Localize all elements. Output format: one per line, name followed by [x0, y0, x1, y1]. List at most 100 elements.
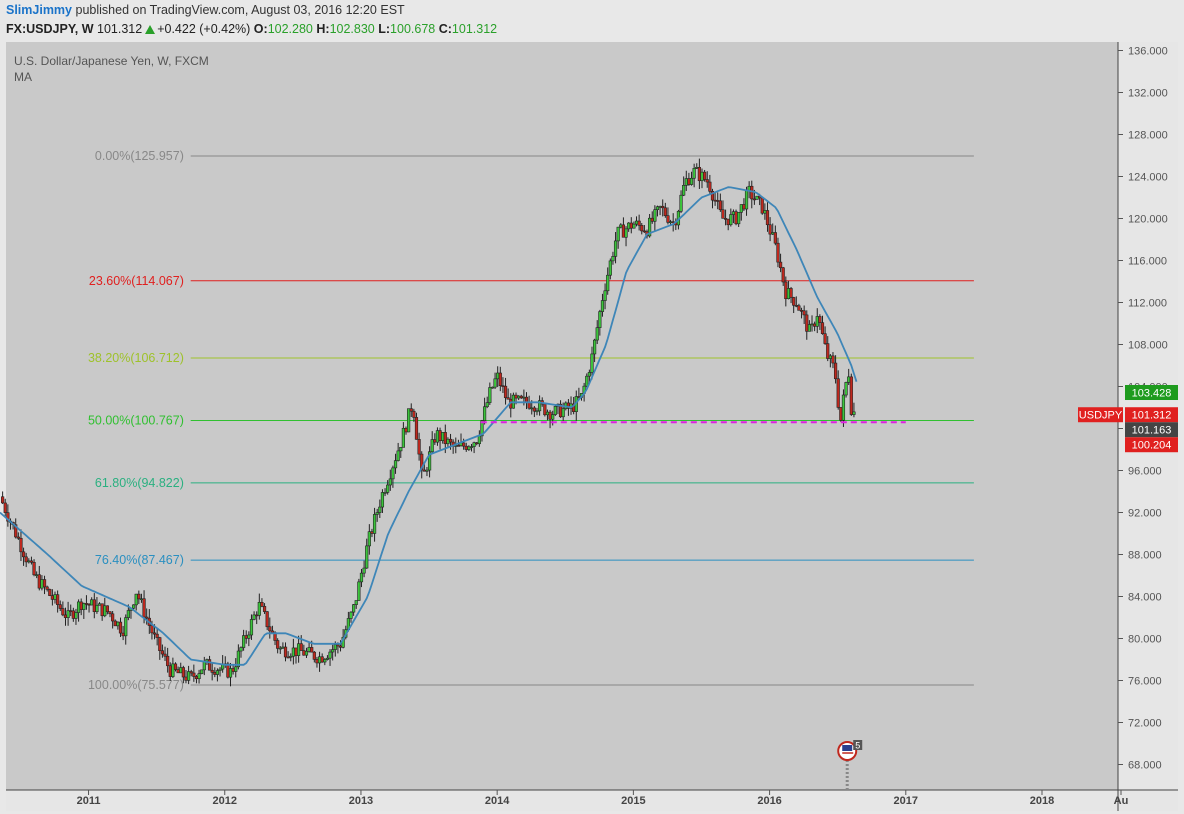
price-tick-label: 108.000: [1128, 340, 1168, 352]
price-label-text: 101.163: [1132, 425, 1172, 437]
author-link[interactable]: SlimJimmy: [6, 3, 73, 17]
price-tick-label: 124.000: [1128, 172, 1168, 184]
candle-body: [289, 655, 293, 658]
candle-body: [477, 435, 481, 445]
candle-body: [687, 178, 691, 185]
candle-body: [171, 663, 175, 677]
open-value: 102.280: [267, 22, 313, 36]
candle-body: [637, 220, 641, 226]
candle-body: [150, 625, 154, 634]
candle-body: [506, 397, 510, 400]
event-marker[interactable]: 5: [837, 740, 863, 790]
time-tick-label: Au: [1114, 795, 1129, 807]
candle-body: [425, 469, 429, 472]
candle-body: [100, 603, 104, 617]
candle-body: [634, 220, 639, 225]
candle-body: [126, 610, 130, 618]
price-chart[interactable]: U.S. Dollar/Japanese Yen, W, FXCM MA 0.0…: [0, 42, 1184, 814]
price-change: +0.422 (+0.42%): [157, 22, 251, 36]
candle-body: [496, 372, 500, 380]
candle-body: [315, 659, 319, 664]
candle-body: [750, 185, 754, 200]
candle-body: [739, 204, 743, 213]
candle-body: [813, 323, 817, 327]
candle-body: [58, 604, 62, 609]
candle-body: [427, 451, 432, 471]
candle-body: [103, 605, 107, 617]
candle-body: [773, 232, 777, 244]
candle-body: [276, 640, 280, 649]
candle-body: [265, 611, 269, 628]
candle-body: [278, 647, 282, 650]
candle-body: [480, 420, 484, 437]
candle-body: [501, 385, 505, 388]
candle-body: [448, 438, 453, 443]
candle-body: [268, 626, 272, 632]
candle-body: [548, 411, 552, 420]
time-tick-label: 2012: [213, 795, 237, 807]
price-tick-label: 112.000: [1128, 298, 1167, 310]
candle-body: [116, 621, 120, 627]
candle-body: [6, 512, 10, 522]
candle-body: [794, 304, 798, 307]
candle-body: [847, 376, 851, 383]
candle-body: [503, 385, 508, 399]
candle-body: [807, 324, 811, 332]
candle-body: [430, 439, 434, 453]
candle-body: [45, 586, 49, 590]
candle-body: [124, 617, 128, 637]
candle-body: [849, 376, 853, 415]
candle-body: [778, 261, 783, 269]
candle-body: [231, 668, 235, 672]
candle-body: [383, 492, 387, 494]
candle-body: [700, 171, 704, 182]
candle-body: [705, 179, 709, 183]
time-axis[interactable]: [6, 790, 1118, 811]
candle-body: [852, 411, 856, 415]
candle-body: [37, 574, 41, 589]
candle-body: [726, 218, 730, 226]
time-tick-label: 2013: [349, 795, 373, 807]
candle-body: [210, 669, 214, 673]
candle-body: [66, 610, 70, 618]
candle-body: [810, 323, 814, 326]
candle-body: [294, 647, 298, 656]
candle-body: [456, 445, 460, 447]
price-tick-label: 76.000: [1128, 676, 1162, 688]
candle-body: [435, 430, 440, 443]
candle-body: [441, 432, 445, 441]
candle-body: [446, 438, 450, 445]
candle-body: [619, 224, 623, 228]
candle-body: [414, 417, 419, 440]
candle-body: [192, 672, 196, 677]
indicator-label: MA: [14, 70, 32, 84]
candle-body: [519, 395, 523, 399]
candle-body: [517, 395, 521, 399]
candle-body: [184, 676, 188, 681]
candle-body: [226, 663, 230, 678]
candle-body: [71, 610, 75, 619]
price-label-box: [1125, 407, 1178, 423]
close-value: 101.312: [451, 22, 498, 36]
candle-body: [522, 396, 526, 399]
candle-body: [828, 355, 832, 359]
candle-body: [378, 506, 382, 513]
candle-body: [207, 659, 212, 671]
candle-body: [399, 447, 403, 452]
candle-body: [1, 496, 5, 504]
time-tick-label: 2015: [621, 795, 645, 807]
candle-body: [668, 221, 673, 224]
candle-body: [328, 651, 332, 659]
candle-body: [213, 672, 217, 675]
fibonacci-retracement[interactable]: 0.00%(125.957) 23.60%(114.067) 38.20%(106.…: [88, 149, 974, 692]
candle-body: [338, 645, 343, 648]
candle-body: [632, 223, 636, 229]
candle-body: [69, 610, 73, 612]
candle-body: [32, 562, 36, 576]
candle-body: [784, 281, 788, 300]
candle-body: [818, 316, 822, 323]
candle-body: [611, 256, 615, 262]
candle-body: [97, 603, 102, 606]
candle-body: [703, 171, 707, 180]
candle-body: [82, 603, 86, 610]
